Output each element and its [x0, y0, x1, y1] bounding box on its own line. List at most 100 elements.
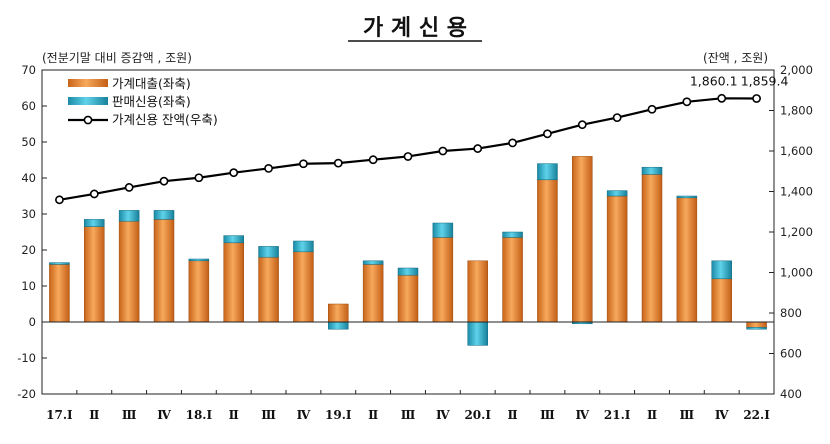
x-tick-label-20: 22.Ⅰ	[743, 408, 770, 422]
bar-loans-2	[118, 220, 140, 323]
x-tick-label-13: Ⅱ	[508, 408, 518, 422]
legend-label-loans: 가계대출(좌축)	[112, 76, 191, 91]
legend-label-sales-credit: 판매신용(좌축)	[112, 94, 191, 109]
bar-loans-10	[397, 274, 419, 323]
bar-loans-3	[153, 219, 175, 323]
right-tick-label-5: 1,400	[780, 185, 813, 199]
x-tick-label-9: Ⅱ	[368, 408, 378, 422]
x-tick-label-10: Ⅲ	[401, 408, 416, 422]
left-tick-label-6: 40	[21, 171, 36, 185]
legend-label-balance: 가계신용 잔액(우축)	[112, 112, 218, 127]
left-axis-unit: (전분기말 대비 증감액 , 조원)	[42, 51, 192, 65]
bar-loans-0	[49, 264, 70, 323]
bar-sales-credit-19	[711, 260, 732, 280]
balance-point-16	[612, 113, 622, 122]
balance-point-12	[473, 144, 483, 153]
balance-point-13	[508, 138, 517, 148]
bar-sales-credit-10	[397, 267, 419, 276]
bar-sales-credit-6	[258, 246, 279, 258]
annotation-label-0: 1,860.1	[690, 73, 738, 88]
right-tick-label-7: 1,800	[780, 104, 813, 118]
left-tick-label-0: -20	[17, 387, 36, 401]
right-tick-label-0: 400	[780, 387, 802, 401]
bar-sales-credit-3	[153, 210, 175, 220]
x-tick-label-4: 18.Ⅰ	[186, 408, 213, 422]
bar-sales-credit-9	[362, 260, 384, 265]
balance-point-18	[682, 97, 692, 107]
right-tick-label-6: 1,600	[780, 144, 813, 158]
x-tick-label-15: Ⅳ	[575, 408, 589, 422]
bar-sales-credit-8	[328, 321, 349, 330]
right-axis-unit: (잔액 , 조원)	[703, 51, 768, 65]
x-tick-label-12: 20.Ⅰ	[464, 408, 491, 422]
x-tick-label-8: 19.Ⅰ	[325, 408, 352, 422]
balance-point-20	[752, 94, 761, 103]
x-tick-label-5: Ⅱ	[229, 408, 239, 422]
right-tick-label-1: 600	[780, 347, 802, 361]
bar-sales-credit-14	[537, 163, 558, 181]
x-tick-label-6: Ⅲ	[261, 408, 276, 422]
x-tick-label-0: 17.Ⅰ	[46, 408, 73, 422]
balance-point-11	[438, 146, 448, 156]
line-layer	[55, 93, 761, 205]
balance-point-4	[194, 173, 204, 183]
right-tick-label-2: 800	[780, 306, 802, 320]
bar-loans-7	[293, 251, 314, 323]
legend-marker-balance	[83, 115, 93, 125]
axes-layer: -20 -10 0 10 20 30 40 50 60 70 400 600 800 1,000 1,200…	[17, 63, 813, 422]
bar-sales-credit-12	[467, 321, 488, 346]
balance-point-14	[543, 129, 552, 139]
bar-loans-8	[328, 303, 349, 323]
bar-loans-17	[641, 174, 663, 323]
x-tick-label-1: Ⅱ	[89, 408, 99, 422]
balance-point-17	[647, 104, 657, 114]
left-tick-label-7: 50	[21, 135, 36, 149]
bar-loans-13	[502, 237, 523, 323]
balance-point-8	[333, 158, 343, 168]
bar-loans-15	[572, 156, 593, 323]
bar-sales-credit-7	[293, 240, 314, 253]
bar-sales-credit-2	[118, 210, 140, 222]
x-tick-label-2: Ⅲ	[122, 408, 137, 422]
annotation-label-1: 1,859.4	[741, 73, 789, 88]
left-tick-label-5: 30	[21, 207, 36, 221]
bar-loans-4	[188, 260, 210, 323]
bar-sales-credit-16	[606, 190, 628, 197]
balance-point-6	[264, 164, 273, 173]
bar-loans-16	[606, 195, 628, 323]
chart-title: 가 계 신 용	[363, 16, 467, 41]
annotation-layer: 1,860.1 1,859.4	[690, 73, 789, 88]
left-tick-label-2: 0	[29, 315, 36, 329]
balance-point-0	[55, 195, 64, 205]
bar-sales-credit-11	[432, 222, 454, 238]
bar-sales-credit-1	[84, 219, 105, 227]
bar-sales-credit-0	[49, 262, 70, 265]
bar-loans-20	[746, 321, 767, 328]
bar-sales-credit-20	[746, 327, 767, 330]
left-tick-label-4: 20	[21, 243, 36, 257]
x-tick-label-16: 21.Ⅰ	[604, 408, 631, 422]
balance-point-7	[299, 159, 308, 169]
left-tick-label-1: -10	[17, 351, 36, 365]
left-tick-label-3: 10	[21, 279, 36, 293]
legend: 가계대출(좌축) 판매신용(좌축) 가계신용 잔액(우축)	[68, 76, 218, 127]
bar-loans-14	[537, 179, 558, 323]
right-tick-label-4: 1,200	[780, 225, 813, 239]
right-tick-label-8: 2,000	[780, 63, 813, 77]
right-tick-label-3: 1,000	[780, 266, 813, 280]
left-tick-label-8: 60	[21, 99, 36, 113]
legend-swatch-sales-credit	[68, 97, 108, 105]
left-tick-label-9: 70	[21, 63, 36, 77]
balance-point-9	[368, 155, 378, 165]
bar-sales-credit-18	[676, 195, 698, 199]
balance-point-19	[717, 93, 727, 103]
bar-loans-11	[432, 237, 454, 323]
balance-point-3	[159, 176, 169, 186]
legend-swatch-loans	[68, 79, 108, 87]
balance-point-5	[229, 168, 239, 178]
bars-layer	[49, 156, 767, 346]
bar-sales-credit-5	[223, 235, 244, 244]
bar-sales-credit-13	[502, 231, 523, 238]
x-tick-label-17: Ⅱ	[647, 408, 657, 422]
